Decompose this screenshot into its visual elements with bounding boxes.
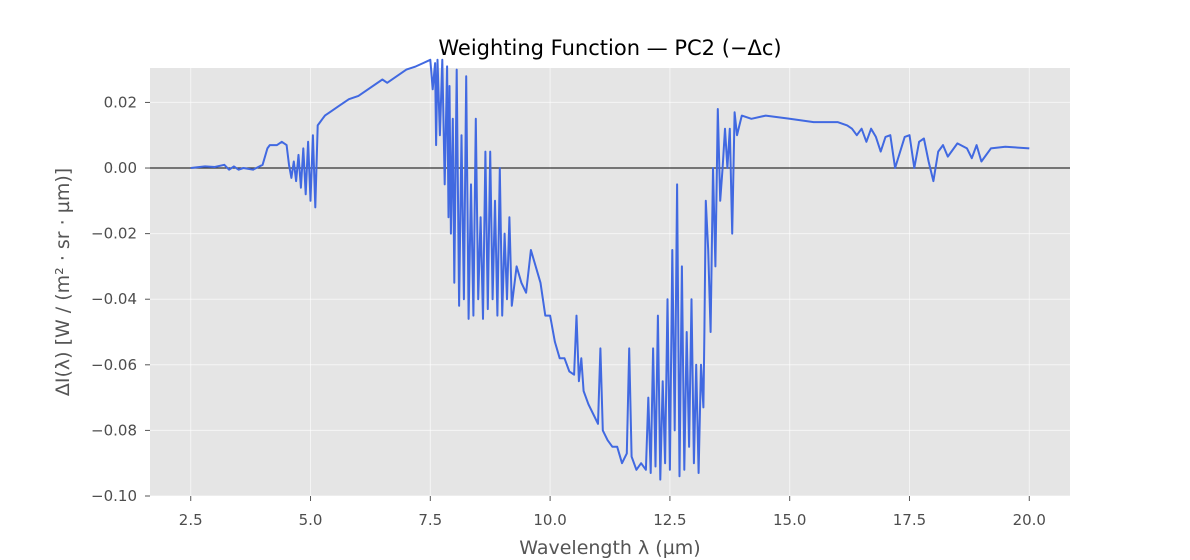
y-axis-label: ΔI(λ) [W / (m² · sr · µm)] <box>52 168 74 396</box>
y-tick-label: −0.10 <box>91 487 137 505</box>
x-axis-label: Wavelength λ (µm) <box>519 537 700 559</box>
y-tick-label: −0.06 <box>91 356 137 374</box>
y-tick-label: −0.08 <box>91 421 137 439</box>
x-tick-label: 12.5 <box>653 511 686 529</box>
x-tick-label: 5.0 <box>299 511 323 529</box>
y-axis-ticks: 0.02 0.00 −0.02 −0.04 −0.06 −0.08 −0.10 <box>91 93 150 505</box>
x-tick-label: 20.0 <box>1013 511 1046 529</box>
y-tick-label: 0.02 <box>104 93 137 111</box>
series-group <box>190 58 1030 481</box>
chart-title: Weighting Function — PC2 (−Δc) <box>438 36 781 60</box>
x-tick-label: 7.5 <box>418 511 442 529</box>
y-tick-label: −0.04 <box>91 290 137 308</box>
y-tick-label: 0.00 <box>104 159 137 177</box>
x-tick-label: 10.0 <box>533 511 566 529</box>
x-tick-label: 15.0 <box>773 511 806 529</box>
y-tick-label: −0.02 <box>91 225 137 243</box>
plot-area <box>150 68 1070 496</box>
x-tick-label: 17.5 <box>893 511 926 529</box>
x-axis-ticks: 2.5 5.0 7.5 10.0 12.5 15.0 17.5 20.0 <box>179 496 1046 529</box>
series-line <box>190 58 1030 481</box>
x-tick-label: 2.5 <box>179 511 203 529</box>
